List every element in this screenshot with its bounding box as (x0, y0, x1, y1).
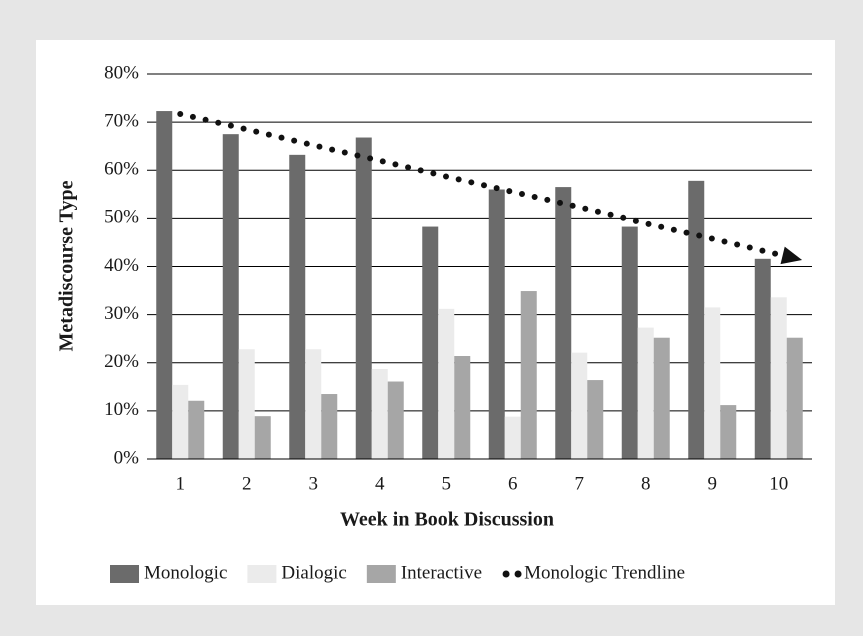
y-tick-label: 20% (104, 351, 139, 372)
bar (504, 416, 521, 459)
bar (355, 137, 372, 459)
legend-symbol (247, 565, 277, 583)
bar (438, 308, 455, 459)
bar (238, 349, 255, 459)
bar (222, 134, 239, 459)
x-tick-label: 9 (708, 473, 718, 494)
x-tick-label: 8 (641, 473, 651, 494)
legend-symbol (366, 565, 396, 583)
bar (786, 337, 803, 459)
x-tick-label: 4 (375, 473, 385, 494)
bar (387, 381, 404, 459)
y-axis-title: Metadiscourse Type (56, 180, 78, 351)
bar (688, 180, 705, 459)
legend-symbol (502, 570, 510, 578)
bar (305, 349, 322, 459)
y-tick-label: 60% (104, 159, 139, 180)
bar (254, 416, 271, 459)
bar (289, 154, 306, 459)
legend-label: Monologic (144, 562, 227, 583)
bar (621, 226, 638, 459)
bar (520, 291, 537, 459)
x-axis-title: Week in Book Discussion (340, 509, 554, 531)
y-tick-label: 80% (104, 62, 139, 83)
trendline-arrow (780, 246, 803, 265)
x-tick-label: 3 (309, 473, 319, 494)
x-tick-label: 1 (176, 473, 186, 494)
bar (422, 226, 439, 459)
legend-label: Dialogic (281, 562, 346, 583)
trendline (177, 110, 782, 258)
y-tick-label: 30% (104, 303, 139, 324)
bar (454, 356, 471, 459)
bar (704, 307, 721, 459)
x-tick-label: 6 (508, 473, 518, 494)
bar (754, 258, 771, 459)
bar (637, 327, 654, 459)
y-tick-label: 40% (104, 255, 139, 276)
bar (172, 384, 189, 459)
legend-label: Interactive (401, 562, 482, 583)
bar (653, 337, 670, 459)
legend-label: Monologic Trendline (524, 562, 685, 583)
bar (371, 369, 388, 459)
x-tick-label: 5 (442, 473, 452, 494)
x-tick-label: 2 (242, 473, 252, 494)
x-tick-label: 7 (575, 473, 585, 494)
legend-symbol (514, 570, 522, 578)
bar (156, 111, 173, 460)
y-tick-label: 0% (114, 447, 140, 468)
y-tick-label: 10% (104, 399, 139, 420)
bar (321, 394, 338, 459)
bar (488, 189, 505, 459)
y-tick-label: 70% (104, 110, 139, 131)
bar (720, 405, 737, 459)
y-tick-label: 50% (104, 207, 139, 228)
bar (188, 400, 205, 459)
bar (770, 297, 787, 459)
bar (555, 187, 572, 459)
x-tick-label: 10 (769, 473, 788, 494)
bar (571, 352, 588, 459)
bar (587, 380, 604, 459)
legend-symbol (110, 565, 139, 583)
